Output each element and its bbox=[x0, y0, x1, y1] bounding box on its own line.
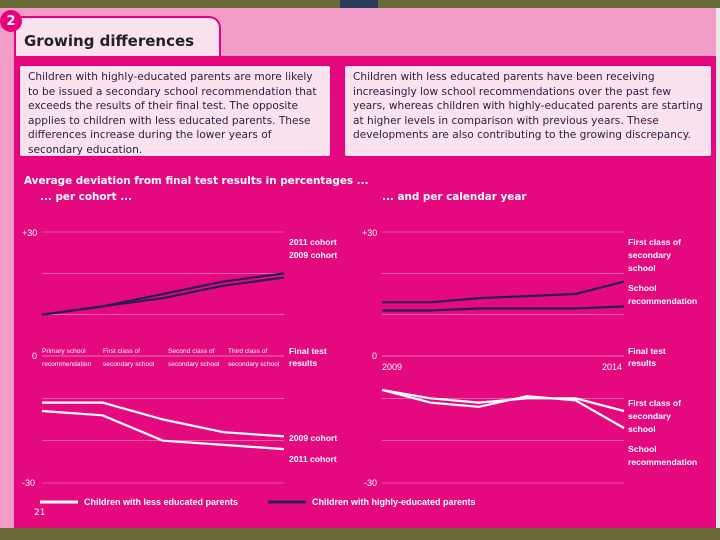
right-ytick-label: -30 bbox=[364, 478, 377, 488]
figure-number-badge: 2 bbox=[0, 10, 22, 32]
left-series-line bbox=[41, 276, 285, 316]
right-series-line bbox=[382, 280, 625, 304]
left-series-label: 2011 cohort bbox=[289, 454, 337, 464]
left-category-label: secondary school bbox=[228, 361, 280, 368]
right-chart-subtitle: ... and per calendar year bbox=[382, 191, 527, 203]
left-series-label: 2011 cohort bbox=[289, 237, 337, 247]
left-series-line bbox=[41, 409, 285, 451]
left-series-label: 2009 cohort bbox=[289, 250, 337, 260]
figure-title: Growing differences bbox=[24, 32, 195, 50]
top-bar-segment bbox=[340, 0, 378, 8]
right-series-label: secondary bbox=[628, 411, 671, 421]
left-category-label: Primary school bbox=[42, 348, 86, 355]
left-category-label: First class of bbox=[103, 348, 140, 355]
legend-low-label: Children with less educated parents bbox=[84, 497, 238, 507]
left-category-label: Third class of bbox=[228, 348, 267, 355]
right-xtick-label: 2009 bbox=[382, 362, 402, 372]
right-series-label: school bbox=[628, 263, 656, 273]
note-left: Children with highly-educated parents ar… bbox=[18, 64, 332, 158]
top-bar bbox=[0, 0, 720, 8]
left-chart-subtitle: ... per cohort ... bbox=[40, 191, 133, 203]
right-series-label: School bbox=[628, 444, 657, 454]
page-number: 21 bbox=[34, 508, 46, 518]
right-series-line bbox=[381, 388, 625, 429]
right-xtick-label: 2014 bbox=[602, 362, 622, 372]
left-category-label: Final test bbox=[289, 346, 327, 356]
bottom-bar bbox=[0, 528, 720, 540]
left-category-label: results bbox=[289, 358, 317, 368]
left-series-line bbox=[41, 272, 285, 316]
note-right: Children with less educated parents have… bbox=[343, 64, 713, 158]
right-xlabel: Final test bbox=[628, 346, 666, 356]
right-series-label: First class of bbox=[628, 237, 681, 247]
right-series-line bbox=[382, 305, 625, 312]
left-series-line bbox=[42, 401, 285, 438]
title-tab bbox=[14, 16, 221, 58]
right-series-label: First class of bbox=[628, 398, 681, 408]
left-ytick-label: -30 bbox=[22, 478, 35, 488]
left-ytick-label: +30 bbox=[22, 228, 37, 238]
right-ytick-label: +30 bbox=[362, 228, 377, 238]
left-category-label: secondary school bbox=[168, 361, 220, 368]
left-category-label: Second class of bbox=[168, 348, 215, 355]
right-series-label: recommendation bbox=[628, 457, 697, 467]
right-series-label: secondary bbox=[628, 250, 671, 260]
right-ytick-label: 0 bbox=[372, 351, 377, 361]
chart-heading: Average deviation from final test result… bbox=[24, 175, 369, 187]
right-series-label: school bbox=[628, 424, 656, 434]
right-xlabel: results bbox=[628, 358, 656, 368]
left-category-label: secondary school bbox=[103, 361, 155, 368]
legend-high-label: Children with highly-educated parents bbox=[312, 497, 476, 507]
left-category-label: recommendation bbox=[42, 361, 91, 368]
right-series-label: School bbox=[628, 283, 657, 293]
left-ytick-label: 0 bbox=[32, 351, 37, 361]
right-series-label: recommendation bbox=[628, 296, 697, 306]
left-series-label: 2009 cohort bbox=[289, 433, 337, 443]
